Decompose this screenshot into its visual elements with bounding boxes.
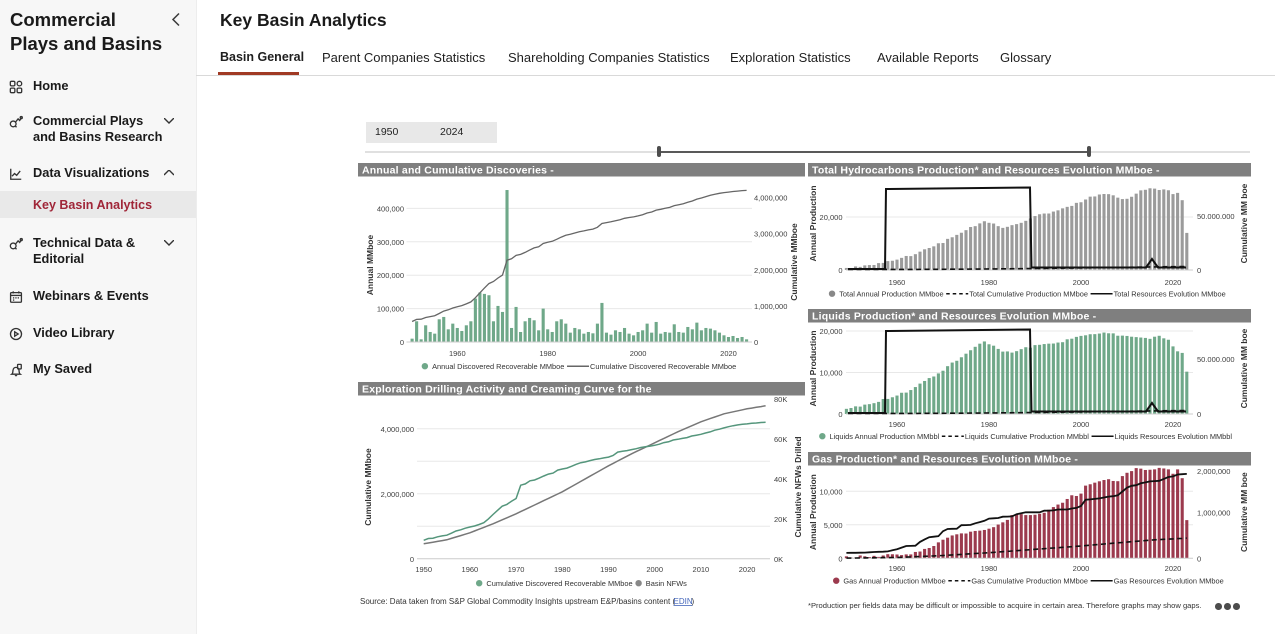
svg-text:2000: 2000 [1073, 278, 1090, 287]
svg-text:0: 0 [1197, 554, 1201, 563]
svg-text:3,000,000: 3,000,000 [754, 230, 787, 239]
svg-text:0: 0 [838, 410, 842, 419]
svg-text:Total Resources Evolution MMbo: Total Resources Evolution MMboe [1114, 290, 1226, 299]
svg-text:60K: 60K [774, 435, 787, 444]
svg-text:Annual and Cumulative Discover: Annual and Cumulative Discoveries - [362, 165, 554, 177]
svg-text:1980: 1980 [981, 420, 998, 429]
svg-text:Annual Discovered Recoverable: Annual Discovered Recoverable MMboe [432, 362, 564, 371]
svg-text:100,000: 100,000 [377, 305, 404, 314]
svg-text:0K: 0K [774, 555, 783, 564]
svg-text:Cumulative NFWs Drilled: Cumulative NFWs Drilled [793, 436, 803, 537]
svg-text:1950: 1950 [415, 565, 432, 574]
svg-text:0: 0 [1197, 410, 1201, 419]
svg-text:1980: 1980 [981, 278, 998, 287]
svg-text:1960: 1960 [889, 564, 906, 573]
svg-text:2000: 2000 [630, 349, 647, 358]
svg-text:Gas Resources Evolution MMboe: Gas Resources Evolution MMboe [1114, 577, 1224, 586]
svg-text:Annual Production: Annual Production [808, 185, 818, 261]
svg-text:2,000,000: 2,000,000 [754, 266, 787, 275]
svg-text:20,000: 20,000 [820, 213, 843, 222]
svg-text:Cumulative Discovered Recovera: Cumulative Discovered Recoverable MMboe [486, 579, 632, 588]
svg-text:20,000: 20,000 [820, 327, 843, 336]
svg-text:Liquids Resources Evolution MM: Liquids Resources Evolution MMbbl [1115, 432, 1233, 441]
svg-text:Liquids Annual Production MMbb: Liquids Annual Production MMbbl [830, 432, 940, 441]
svg-text:300,000: 300,000 [377, 238, 404, 247]
svg-text:1980: 1980 [554, 565, 571, 574]
svg-text:Cumulative MM boe: Cumulative MM boe [1239, 472, 1249, 552]
svg-text:2020: 2020 [1165, 564, 1182, 573]
svg-text:2000: 2000 [1073, 564, 1090, 573]
svg-text:10,000: 10,000 [820, 487, 843, 496]
svg-text:2020: 2020 [1165, 420, 1182, 429]
svg-text:Basin NFWs: Basin NFWs [646, 579, 687, 588]
svg-text:2000: 2000 [1073, 420, 1090, 429]
svg-text:1960: 1960 [449, 349, 466, 358]
svg-text:2020: 2020 [720, 349, 737, 358]
svg-text:0: 0 [400, 338, 404, 347]
svg-text:Liquids Cumulative Production: Liquids Cumulative Production MMbbl [965, 432, 1089, 441]
svg-text:Total Hydrocarbons Production*: Total Hydrocarbons Production* and Resou… [812, 165, 1160, 177]
svg-text:2020: 2020 [739, 565, 756, 574]
svg-text:Cumulative MMboe: Cumulative MMboe [363, 448, 373, 526]
svg-text:0: 0 [410, 555, 414, 564]
svg-text:0: 0 [1197, 266, 1201, 275]
svg-text:200,000: 200,000 [377, 271, 404, 280]
svg-text:0: 0 [754, 338, 758, 347]
svg-text:EDIN: EDIN [674, 597, 693, 606]
svg-text:): ) [692, 597, 695, 606]
svg-text:Annual Production: Annual Production [808, 330, 818, 406]
svg-text:4,000,000: 4,000,000 [754, 194, 787, 203]
svg-text:80K: 80K [774, 395, 787, 404]
svg-text:Source: Data taken from S&P Gl: Source: Data taken from S&P Global Commo… [360, 597, 675, 606]
svg-text:Cumulative Discovered Recovera: Cumulative Discovered Recoverable MMboe [590, 362, 736, 371]
svg-text:Annual MMboe: Annual MMboe [365, 235, 375, 296]
svg-text:Liquids Production* and Resour: Liquids Production* and Resources Evolut… [812, 311, 1097, 323]
svg-text:Annual Production: Annual Production [808, 474, 818, 550]
svg-text:Gas Cumulative Production MMbo: Gas Cumulative Production MMboe [971, 577, 1088, 586]
svg-text:1960: 1960 [889, 420, 906, 429]
svg-text:400,000: 400,000 [377, 204, 404, 213]
svg-text:1,000,000: 1,000,000 [1197, 509, 1230, 518]
svg-text:0: 0 [838, 554, 842, 563]
svg-text:50.000.000: 50.000.000 [1197, 212, 1235, 221]
svg-text:2,000,000: 2,000,000 [1197, 467, 1230, 476]
svg-text:Exploration Drilling Activity: Exploration Drilling Activity and Creami… [362, 384, 652, 396]
svg-text:20K: 20K [774, 515, 787, 524]
svg-text:10,000: 10,000 [820, 369, 843, 378]
svg-text:40K: 40K [774, 475, 787, 484]
svg-text:1980: 1980 [981, 564, 998, 573]
svg-text:Total Cumulative Production MM: Total Cumulative Production MMboe [969, 290, 1088, 299]
svg-text:Cumulative MMboe: Cumulative MMboe [789, 223, 799, 301]
svg-text:50.000.000: 50.000.000 [1197, 355, 1235, 364]
svg-text:1960: 1960 [462, 565, 479, 574]
svg-text:Total Annual Production MMboe: Total Annual Production MMboe [839, 290, 943, 299]
svg-text:Gas Annual Production MMboe: Gas Annual Production MMboe [843, 577, 945, 586]
svg-text:2020: 2020 [1165, 278, 1182, 287]
svg-text:1990: 1990 [600, 565, 617, 574]
svg-text:1970: 1970 [508, 565, 525, 574]
svg-text:2,000,000: 2,000,000 [381, 490, 414, 499]
svg-text:0: 0 [838, 266, 842, 275]
svg-text:2010: 2010 [693, 565, 710, 574]
svg-text:Cumulative MM boe: Cumulative MM boe [1239, 328, 1249, 408]
svg-text:2000: 2000 [646, 565, 663, 574]
svg-text:4,000,000: 4,000,000 [381, 425, 414, 434]
svg-text:5,000: 5,000 [824, 521, 843, 530]
svg-text:1980: 1980 [539, 349, 556, 358]
svg-text:Gas Production* and Resources: Gas Production* and Resources Evolution … [812, 454, 1078, 466]
svg-text:1960: 1960 [889, 278, 906, 287]
svg-text:Cumulative MM boe: Cumulative MM boe [1239, 183, 1249, 263]
svg-text:1,000,000: 1,000,000 [754, 302, 787, 311]
